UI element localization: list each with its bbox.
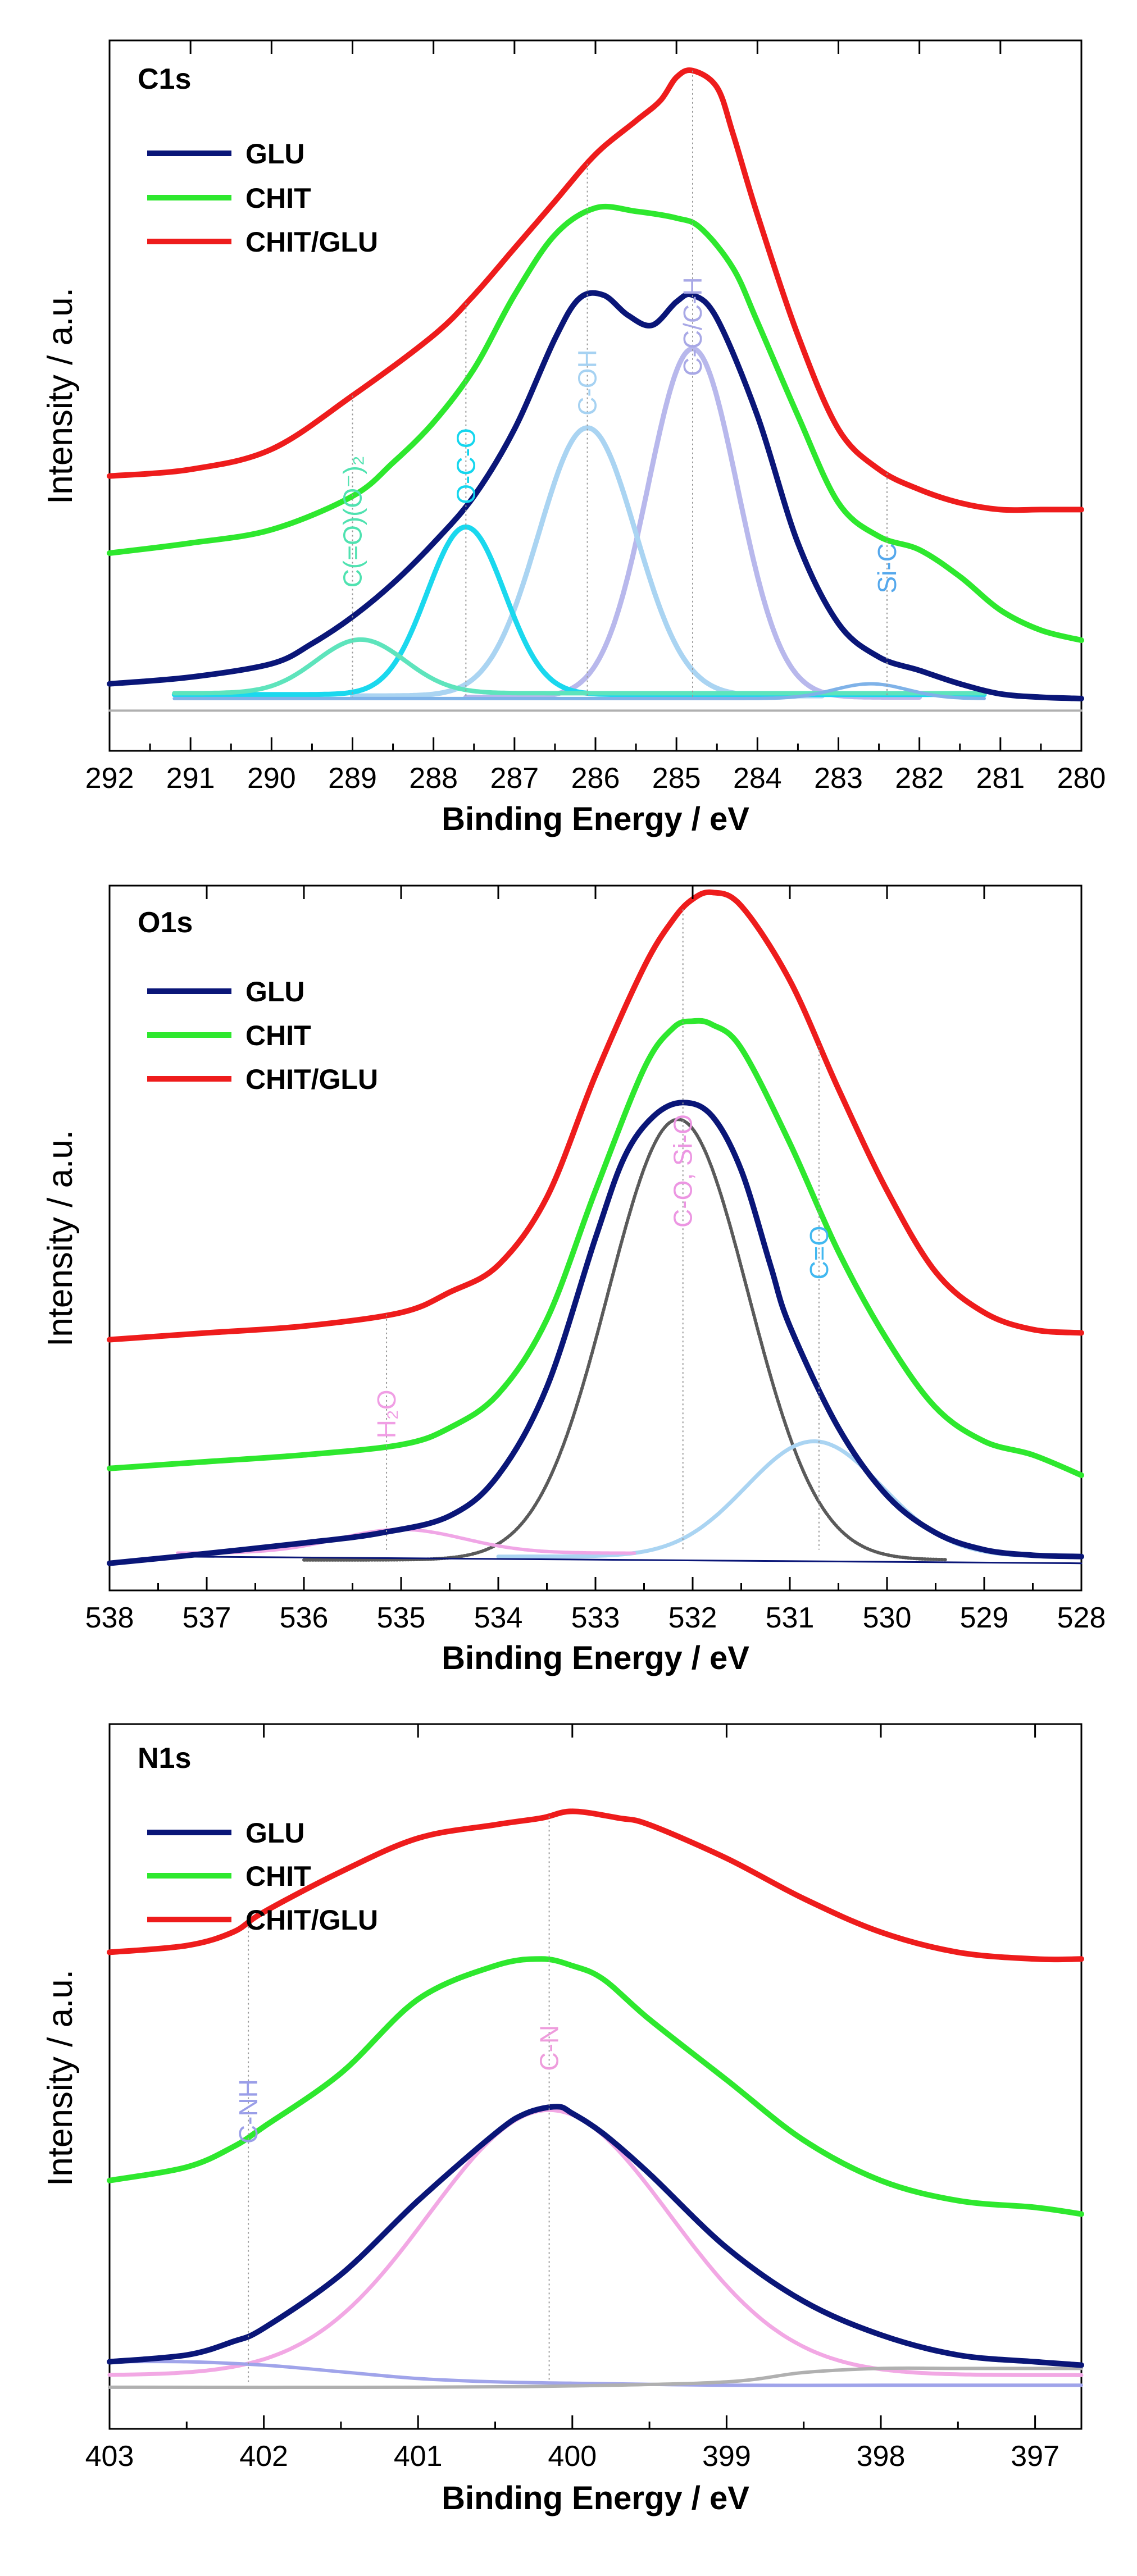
x-tick-label: 535 [377,1602,426,1634]
x-tick-label: 534 [474,1602,523,1634]
legend: GLU CHIT CHIT/GLU [147,1817,378,1936]
legend: GLU CHIT CHIT/GLU [147,138,378,258]
series-chit [107,1018,1084,1478]
legend-label-chit-glu: CHIT/GLU [245,1064,378,1095]
x-tick-label: 292 [85,762,134,795]
peak-label-si-c: Si-C [872,543,902,593]
x-tick-label: 400 [548,2440,597,2473]
x-tick-label: 531 [766,1602,815,1634]
x-tick-label: 538 [85,1602,134,1634]
legend: GLU CHIT CHIT/GLU [147,976,378,1095]
series-glu [107,1100,1084,1566]
peak-label-c-c-c-h: C-C/C-H [678,277,707,376]
panel-title: N1s [138,1742,191,1775]
series-chit [107,1956,1084,2217]
legend-label-chit: CHIT [245,183,311,214]
x-tick-label: 280 [1057,762,1106,795]
series-o-c-o [171,524,987,697]
peak-label-c-o-o-2: C(=O)(O⁻)₂ [338,455,367,587]
x-tick-label: 289 [328,762,377,795]
x-tick-label: 399 [702,2440,751,2473]
peak-label-h2o: H₂O [372,1390,401,1439]
series-si-c [172,682,986,700]
panel-title: O1s [138,906,193,939]
y-axis-label: Intensity / a.u. [41,1130,80,1347]
x-tick-label: 281 [976,762,1025,795]
x-tick-label: 530 [863,1602,912,1634]
x-tick-label: 291 [166,762,215,795]
series-background [108,2366,1083,2390]
legend-label-chit-glu: CHIT/GLU [245,1904,378,1936]
peak-label-c-oh: C-OH [573,349,602,416]
panel-title: C1s [138,63,191,95]
guide-layer [386,909,820,1550]
series-chit-glu [107,1808,1084,1963]
x-tick-label: 532 [668,1602,717,1634]
panel-n1s: 403 402 401 400 399 398 397 C-NH C-N N1s GLU CH… [41,1723,1084,2516]
legend-label-chit: CHIT [245,1861,311,1892]
y-axis-label: Intensity / a.u. [41,288,80,504]
x-tick-label: 398 [857,2440,906,2473]
annotation-layer: H₂O C-O, Si-O C=O [372,1114,834,1438]
series-chit-glu [107,889,1084,1343]
legend-label-glu: GLU [245,138,305,170]
curve-layer [107,889,1084,1566]
curve-layer [107,1808,1084,2390]
x-tick-label: 287 [490,762,539,795]
panel-c1s: 292 291 290 289 288 287 286 285 284 283 282 281 280 … [41,39,1106,837]
series-c-c-c-h [463,346,922,700]
x-tick-label: 397 [1011,2440,1059,2473]
series-c-nh [108,2360,1083,2387]
x-tick-label: 401 [394,2440,443,2473]
panel-o1s: 538 537 536 535 534 533 532 531 530 529 528 H₂O C-O… [41,884,1106,1676]
x-tick-label: 283 [814,762,863,795]
peak-label-c-o: C=O [804,1226,834,1280]
x-tick-label: 403 [85,2440,134,2473]
tick-layer: 292 291 290 289 288 287 286 285 284 283 282 281 280 [85,40,1106,795]
legend-label-glu: GLU [245,1817,305,1849]
series-c-o-o-2 [172,637,986,696]
legend-label-chit-glu: CHIT/GLU [245,226,378,258]
x-tick-label: 529 [960,1602,1009,1634]
peak-label-c-o-si-o: C-O, Si-O [668,1114,698,1228]
series-background [176,1556,1083,1565]
x-axis-label: Binding Energy / eV [442,2480,749,2516]
x-tick-label: 290 [247,762,296,795]
guide-layer [248,1816,550,2382]
annotation-layer: C(=O)(O⁻)₂ O-C-O C-OH C-C/C-H Si-C [338,277,902,593]
x-tick-label: 282 [895,762,944,795]
peak-label-c-nh: C-NH [234,2079,263,2144]
y-axis-label: Intensity / a.u. [41,1969,80,2186]
x-axis-label: Binding Energy / eV [442,1640,749,1676]
x-tick-label: 286 [571,762,620,795]
legend-label-glu: GLU [245,976,305,1007]
series-chit-glu [107,67,1084,513]
peak-label-c-n: C-N [535,2025,564,2071]
x-tick-label: 533 [571,1602,620,1634]
x-tick-label: 537 [183,1602,231,1634]
x-tick-label: 402 [239,2440,288,2473]
peak-label-o-c-o: O-C-O [451,428,480,504]
series-c-o-si-o [302,1118,947,1562]
x-tick-label: 288 [409,762,458,795]
tick-layer: 538 537 536 535 534 533 532 531 530 529 528 [85,886,1106,1634]
guide-layer [352,70,888,697]
x-tick-label: 284 [733,762,782,795]
x-tick-label: 536 [280,1602,329,1634]
series-chit [107,203,1084,644]
series-c-o [496,1439,1084,1559]
annotation-layer: C-NH C-N [234,2025,563,2144]
x-tick-label: 528 [1057,1602,1106,1634]
legend-label-chit: CHIT [245,1020,311,1051]
tick-layer: 403 402 401 400 399 398 397 [85,1724,1059,2473]
x-tick-label: 285 [652,762,701,795]
series-glu [107,2104,1084,2368]
plot-frame [108,1723,1083,2430]
curve-layer [107,67,1084,712]
series-glu [107,290,1084,701]
x-axis-label: Binding Energy / eV [442,801,749,837]
